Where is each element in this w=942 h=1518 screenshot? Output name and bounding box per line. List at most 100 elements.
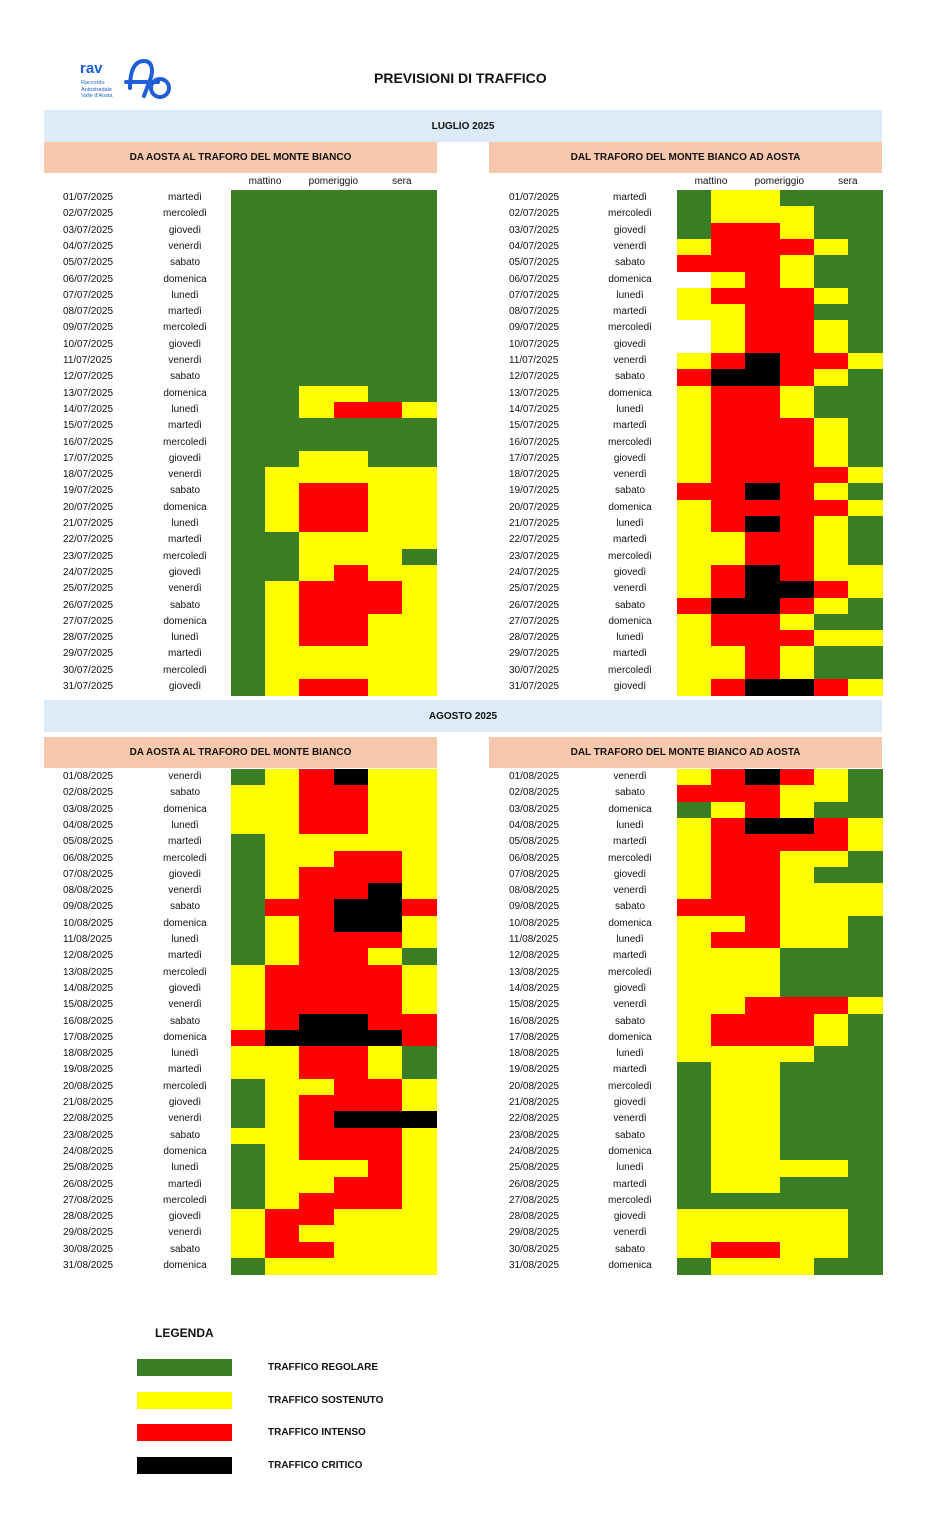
traffic-cell	[402, 336, 437, 354]
date-cell: 08/07/2025	[63, 306, 114, 318]
traffic-cell	[677, 401, 712, 419]
traffic-cell	[745, 304, 781, 321]
traffic-cell	[848, 222, 883, 240]
date-cell: 22/08/2025	[509, 1113, 560, 1125]
traffic-cell	[711, 817, 746, 835]
traffic-cell	[367, 915, 403, 933]
traffic-cell	[711, 662, 746, 680]
traffic-cell	[779, 1160, 815, 1178]
weekday-cell: venerdì	[168, 999, 202, 1011]
weekday-cell: lunedì	[616, 934, 644, 945]
date-cell: 21/07/2025	[509, 518, 560, 529]
date-cell: 11/08/2025	[509, 934, 559, 945]
traffic-cell	[677, 467, 712, 484]
date-cell: 12/07/2025	[63, 371, 114, 383]
traffic-cell	[299, 850, 335, 868]
traffic-cell	[367, 899, 403, 917]
traffic-cell	[231, 206, 266, 224]
date-cell: 10/07/2025	[509, 338, 560, 350]
traffic-cell	[265, 336, 300, 354]
traffic-cell	[745, 883, 781, 900]
traffic-cell	[402, 385, 437, 403]
traffic-cell	[402, 418, 437, 436]
traffic-cell	[265, 1062, 300, 1080]
traffic-cell	[333, 997, 369, 1015]
traffic-cell	[333, 222, 369, 240]
traffic-cell	[813, 1013, 849, 1031]
traffic-cell	[745, 190, 781, 207]
date-cell: 18/08/2025	[63, 1048, 114, 1060]
traffic-cell	[711, 801, 746, 819]
traffic-cell	[848, 1111, 883, 1129]
traffic-cell	[711, 1078, 746, 1096]
date-cell: 05/07/2025	[63, 257, 114, 269]
date-cell: 08/07/2025	[509, 306, 560, 318]
traffic-cell	[402, 434, 437, 452]
traffic-cell	[711, 1176, 746, 1194]
weekday-cell: sabato	[169, 257, 201, 269]
weekday-cell: giovedì	[168, 338, 202, 350]
traffic-cell	[813, 1078, 849, 1096]
traffic-cell	[677, 581, 712, 599]
traffic-cell	[333, 532, 369, 550]
traffic-cell	[333, 1078, 369, 1096]
traffic-cell	[779, 401, 815, 419]
traffic-cell	[265, 613, 300, 631]
weekday-cell: lunedì	[616, 1048, 644, 1060]
traffic-cell	[779, 206, 815, 224]
traffic-cell	[848, 1176, 883, 1194]
traffic-cell	[367, 581, 403, 599]
traffic-cell	[745, 467, 781, 484]
traffic-cell	[677, 597, 712, 615]
traffic-cell	[299, 899, 335, 917]
traffic-cell	[711, 548, 746, 566]
weekday-cell: martedì	[168, 1178, 202, 1190]
traffic-cell	[711, 499, 746, 517]
traffic-cell	[813, 222, 849, 240]
date-cell: 09/07/2025	[63, 322, 114, 334]
weekday-cell: martedì	[168, 192, 202, 203]
traffic-cell	[779, 369, 815, 387]
traffic-cell	[745, 564, 781, 582]
traffic-cell	[813, 662, 849, 680]
traffic-cell	[848, 271, 883, 289]
traffic-cell	[333, 320, 369, 338]
traffic-cell	[231, 1225, 266, 1243]
traffic-cell	[677, 834, 712, 852]
date-cell: 26/07/2025	[63, 599, 114, 611]
traffic-cell	[333, 401, 369, 419]
traffic-cell	[711, 630, 746, 647]
traffic-cell	[367, 1225, 403, 1243]
traffic-cell	[367, 883, 403, 900]
traffic-cell	[299, 883, 335, 900]
traffic-cell	[265, 548, 300, 566]
date-cell: 10/07/2025	[63, 338, 114, 350]
traffic-cell	[299, 1258, 335, 1275]
traffic-cell	[402, 304, 437, 321]
date-cell: 23/08/2025	[509, 1129, 560, 1141]
date-cell: 14/08/2025	[509, 982, 560, 994]
weekday-cell: venerdì	[168, 771, 202, 782]
traffic-cell	[333, 785, 369, 803]
date-cell: 16/07/2025	[63, 436, 114, 448]
traffic-cell	[333, 1111, 369, 1129]
date-cell: 13/07/2025	[509, 387, 560, 399]
weekday-cell: sabato	[169, 901, 201, 913]
traffic-cell	[711, 564, 746, 582]
weekday-cell: sabato	[169, 485, 201, 497]
date-cell: 13/07/2025	[63, 387, 114, 399]
date-cell: 30/07/2025	[63, 664, 114, 676]
traffic-cell	[813, 1127, 849, 1145]
weekday-cell: mercoledì	[163, 1080, 207, 1092]
traffic-cell	[711, 785, 746, 803]
weekday-cell: lunedì	[171, 1048, 199, 1060]
traffic-cell	[265, 1241, 300, 1259]
legend-swatch	[137, 1391, 232, 1409]
logo-mark-icon	[124, 58, 171, 99]
weekday-cell: sabato	[169, 1129, 201, 1141]
traffic-cell	[231, 1046, 266, 1063]
date-cell: 19/08/2025	[63, 1064, 114, 1076]
traffic-cell	[745, 948, 781, 966]
weekday-cell: giovedì	[613, 224, 647, 236]
traffic-cell	[402, 630, 437, 647]
